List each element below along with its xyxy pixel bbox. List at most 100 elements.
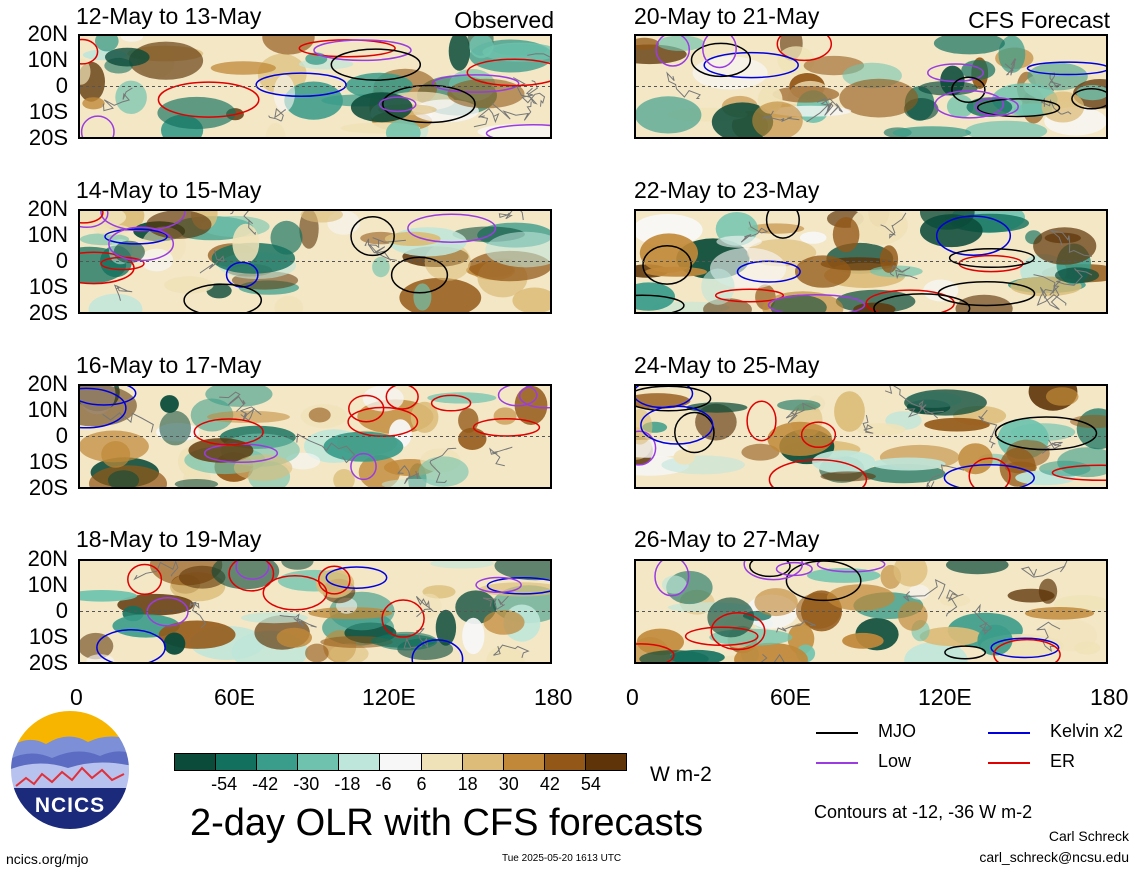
contour-line [104, 228, 168, 245]
coastline [1020, 561, 1068, 578]
olr-anomaly-blob [265, 122, 286, 137]
contour-line [325, 566, 388, 589]
olr-anomaly-blob [1045, 387, 1079, 406]
contour-line [193, 418, 264, 446]
contour-line [636, 643, 675, 662]
olr-anomaly-blob [908, 584, 930, 600]
lat-label-10n: 10N [27, 222, 68, 247]
olr-anomaly-blob [448, 36, 471, 71]
olr-anomaly-blob [904, 389, 987, 416]
coastline [902, 578, 946, 602]
contour-line [80, 387, 127, 429]
colorbar-tick-label: 6 [416, 774, 427, 794]
colorbar-swatch [543, 753, 586, 771]
olr-anomaly-blob [482, 42, 550, 62]
observed-label: Observed [454, 7, 554, 33]
olr-anomaly-blob [462, 617, 485, 655]
lat-label-0: 0 [55, 598, 68, 623]
contour-line [690, 42, 752, 78]
contour-line [873, 293, 971, 312]
contour-line [976, 98, 1061, 118]
olr-anomaly-blob [871, 457, 946, 471]
coastline [230, 211, 256, 236]
contour-line [431, 74, 520, 93]
map-panel-5 [634, 34, 1108, 139]
footer-url: ncics.org/mjo [6, 851, 89, 867]
legend-line-kelvin-x2 [988, 732, 1030, 734]
olr-anomaly-blob [146, 211, 212, 239]
olr-anomaly-blob [924, 417, 990, 432]
map-panel-6 [634, 209, 1108, 314]
olr-anomaly-blob [329, 643, 369, 662]
contour-line [714, 288, 785, 303]
coastline [189, 601, 207, 629]
olr-anomaly-blob [636, 393, 691, 409]
olr-anomaly-blob [799, 231, 827, 244]
contour-line [183, 283, 263, 312]
contour-line [313, 39, 412, 62]
coastline [1048, 72, 1062, 92]
colorbar-swatch [297, 753, 340, 771]
contour-line [743, 561, 804, 581]
olr-anomaly-blob [477, 124, 550, 137]
coastline [397, 465, 419, 485]
cfs-forecast-label: CFS Forecast [968, 7, 1110, 33]
olr-anomaly-blob [105, 47, 150, 67]
olr-anomaly-blob [300, 211, 343, 223]
olr-anomaly-blob [274, 295, 304, 312]
olr-anomaly-blob [770, 294, 827, 312]
coastline [1049, 229, 1092, 257]
olr-anomaly-blob [362, 386, 404, 412]
contour-line [96, 629, 166, 662]
contour-line [937, 280, 1036, 307]
olr-anomaly-blob [469, 36, 494, 59]
olr-anomaly-blob [639, 233, 698, 273]
legend-line-mjo [816, 732, 858, 734]
contour-note: Contours at -12, -36 W m-2 [814, 802, 1033, 822]
lat-label-20n: 20N [27, 371, 68, 396]
olr-anomaly-blob [946, 94, 974, 118]
olr-anomaly-blob [636, 282, 675, 311]
olr-anomaly-blob [494, 561, 550, 581]
olr-anomaly-blob [686, 402, 748, 413]
coastline [102, 87, 133, 112]
map-panel-2 [78, 209, 552, 314]
contour-line [636, 294, 685, 312]
contour-line [475, 576, 522, 594]
olr-anomaly-blob [174, 479, 219, 487]
olr-anomaly-blob [842, 632, 884, 649]
contour-line [865, 289, 955, 312]
contour-line [767, 293, 866, 312]
olr-anomaly-blob [879, 245, 899, 273]
colorbar-tick-label: -18 [334, 774, 361, 794]
lat-label-10n: 10N [27, 47, 68, 72]
coastline [199, 250, 225, 274]
contour-line [684, 626, 759, 647]
olr-anomaly-blob [486, 645, 525, 662]
colorbar-tick-label: -42 [252, 774, 279, 794]
colorbar-tick-label: -6 [375, 774, 392, 794]
contour-line [993, 638, 1061, 662]
olr-anomaly-blob [741, 443, 780, 461]
coastline [785, 402, 816, 424]
olr-anomaly-blob [413, 283, 432, 311]
colorbar-swatch [256, 753, 299, 771]
olr-anomaly-blob [128, 41, 204, 80]
olr-anomaly-blob [120, 36, 143, 42]
coastline [364, 237, 406, 249]
colorbar-tick-label: -30 [293, 774, 320, 794]
olr-anomaly-blob [211, 561, 280, 590]
coastline [1033, 274, 1067, 306]
legend-line-er [988, 762, 1030, 764]
contour-line [636, 430, 657, 466]
coastline [482, 595, 509, 611]
legend-label-mjo: MJO [878, 721, 916, 741]
lat-label-20s: 20S [28, 650, 68, 675]
contour-line [785, 561, 862, 602]
olr-anomaly-blob [159, 410, 191, 446]
lat-label-0: 0 [55, 73, 68, 98]
olr-anomaly-blob [458, 427, 487, 450]
colorbar-tick-label: 30 [498, 774, 519, 794]
contour-line [674, 411, 715, 454]
contour-line [944, 645, 987, 660]
